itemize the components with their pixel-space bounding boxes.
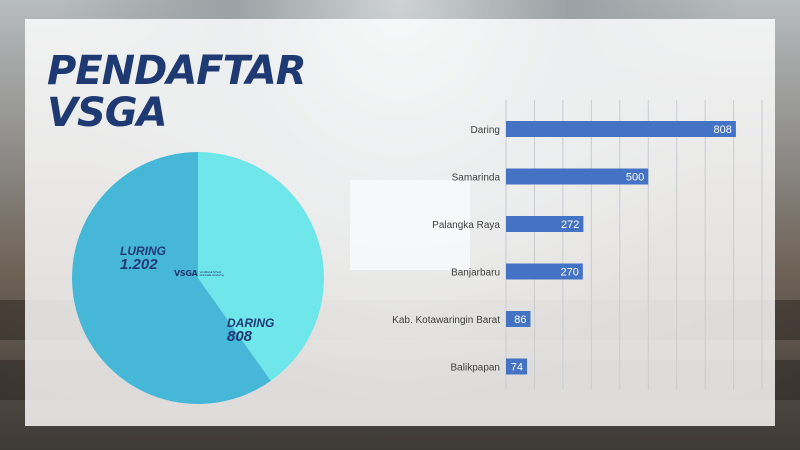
bar bbox=[506, 311, 531, 327]
bar bbox=[506, 263, 583, 280]
bar-value-label: 500 bbox=[626, 172, 644, 184]
category-label: Kab. Kotawaringin Barat bbox=[392, 315, 500, 326]
bar bbox=[506, 121, 736, 137]
pie-label-luring-value: 1.202 bbox=[120, 256, 158, 273]
bar-value-label: 272 bbox=[561, 219, 579, 231]
category-label: Banjarbaru bbox=[451, 268, 500, 279]
title-line-1: PENDAFTAR bbox=[47, 48, 307, 94]
bar-value-label: 86 bbox=[514, 314, 526, 326]
pie-label-daring-value: 808 bbox=[227, 328, 253, 345]
category-label: Daring bbox=[471, 125, 500, 136]
bar-value-label: 270 bbox=[560, 267, 578, 279]
bar-value-label: 808 bbox=[714, 124, 732, 136]
bar-value-label: 74 bbox=[511, 362, 523, 374]
vsga-logo: VSGA Vocational School Graduate Academy bbox=[174, 269, 226, 278]
pie-label-daring: DARING 808 bbox=[227, 316, 274, 344]
vsga-logo-subtext: Vocational School Graduate Academy bbox=[199, 269, 224, 277]
bar bbox=[506, 168, 649, 185]
bar-chart: Daring 808 Samarinda 500 Palangka Raya 272 Ban… bbox=[392, 100, 763, 390]
pie-chart bbox=[72, 152, 325, 404]
bar bbox=[506, 216, 584, 232]
pie-label-luring: LURING 1.202 bbox=[120, 244, 166, 272]
category-label: Balikpapan bbox=[451, 363, 500, 374]
pie-slice-daring bbox=[198, 152, 325, 381]
pie-label-luring-name: LURING bbox=[120, 244, 166, 258]
category-label: Palangka Raya bbox=[432, 220, 500, 231]
title-line-2: VSGA bbox=[47, 90, 168, 136]
bar bbox=[506, 358, 528, 375]
vsga-logo-text: VSGA bbox=[174, 269, 198, 278]
pie-slice-luring bbox=[72, 152, 271, 404]
pie-label-daring-name: DARING bbox=[227, 316, 275, 330]
category-label: Samarinda bbox=[452, 173, 501, 184]
slide-title: PENDAFTAR VSGA bbox=[47, 48, 307, 136]
